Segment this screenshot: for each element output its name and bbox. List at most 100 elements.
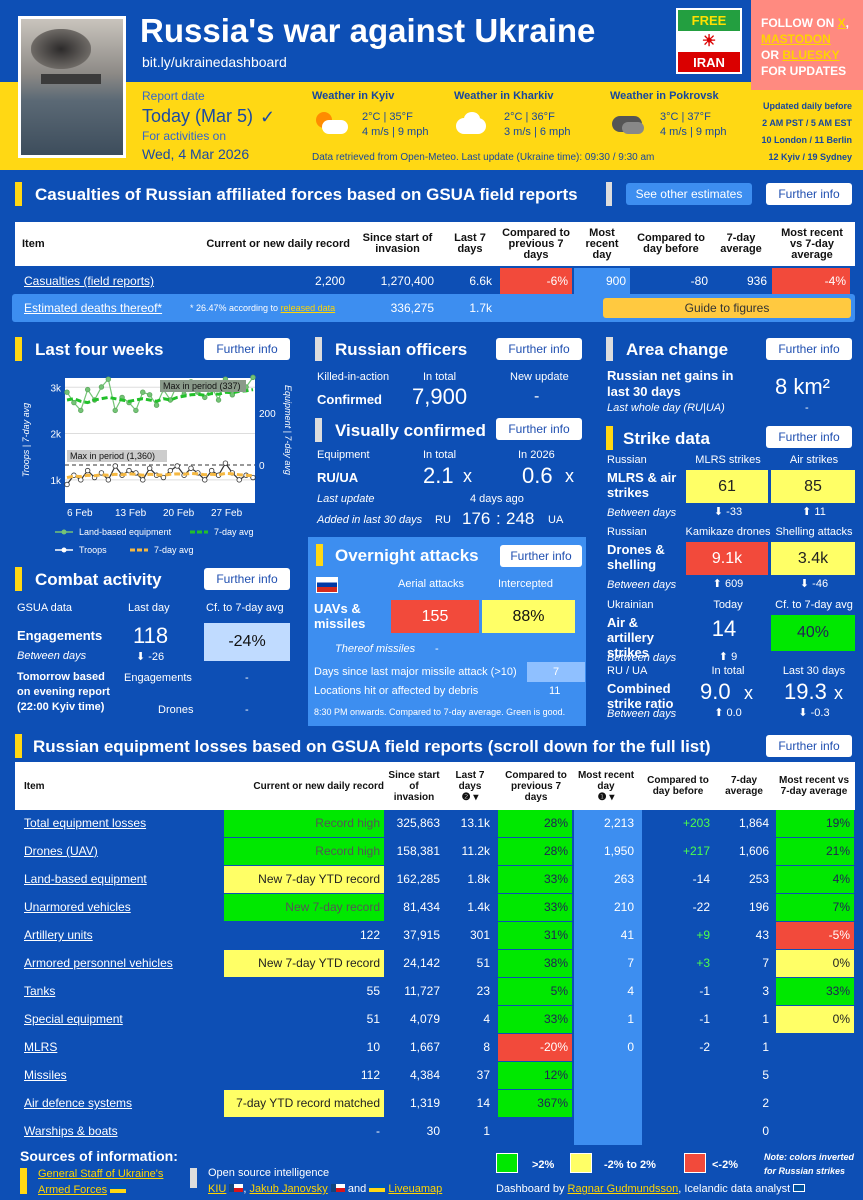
- overnight-footnote: 8:30 PM onwards. Compared to 7-day avera…: [314, 707, 566, 717]
- casualties-info-button[interactable]: Further info: [766, 183, 852, 205]
- equipment-item-link[interactable]: Warships & boats: [24, 1124, 118, 1138]
- equipment-item-link[interactable]: Land-based equipment: [24, 872, 147, 886]
- czech-flag-icon: [229, 1184, 244, 1192]
- equipment-item-link[interactable]: Artillery units: [24, 928, 93, 942]
- engagements-label: Engagements: [17, 628, 103, 643]
- y-tick-left: 2k: [50, 430, 62, 441]
- header-photo: [18, 16, 126, 158]
- follow-box: FOLLOW ON X, MASTODON OR BLUESKY FOR UPD…: [751, 0, 863, 90]
- strike-col1: Today: [713, 599, 743, 611]
- equipment-item-link[interactable]: Air defence systems: [24, 1096, 133, 1110]
- dashboard-link[interactable]: bit.ly/ukrainedashboard: [142, 54, 287, 70]
- guide-button[interactable]: Guide to figures: [603, 298, 851, 318]
- series-line: [66, 471, 254, 480]
- visual-info-button[interactable]: Further info: [496, 418, 582, 440]
- last7-cell: 8: [483, 1040, 490, 1054]
- equipment-item-link[interactable]: Unarmored vehicles: [24, 900, 131, 914]
- mastodon-link[interactable]: MASTODON: [761, 32, 831, 46]
- data-point: [215, 397, 222, 403]
- recent-cell: [574, 1118, 634, 1145]
- russia-flag-icon: [316, 577, 338, 593]
- y-axis-label-right: Equipment | 7-day avg: [283, 385, 293, 475]
- separator: :: [496, 509, 501, 528]
- data-point: [146, 465, 153, 471]
- equipment-item-link[interactable]: Total equipment losses: [24, 816, 147, 830]
- ru-value: 176: [462, 509, 491, 528]
- section-marker-grey: [190, 1168, 197, 1188]
- strike-value-1: 14: [711, 616, 737, 641]
- weather-title: Weather in Kharkiv: [454, 90, 554, 102]
- column-header: Since start of invasion: [362, 232, 433, 255]
- jakub-janovsky-link[interactable]: Jakub Janovsky: [249, 1183, 328, 1195]
- released-data-link[interactable]: released data: [280, 303, 336, 313]
- equipment-item-link[interactable]: Missiles: [24, 1068, 67, 1082]
- strike-label: Drones & shelling: [607, 542, 665, 572]
- casualties-link[interactable]: Casualties (field reports): [24, 274, 155, 288]
- x-link[interactable]: X: [837, 16, 846, 30]
- annotation: Max in period (1,360): [70, 451, 155, 461]
- report-date-label: Report date: [142, 89, 205, 103]
- weather-wind: 4 m/s | 9 mph: [362, 126, 429, 138]
- kiu-link[interactable]: KIU: [208, 1183, 227, 1195]
- record-cell: 51: [366, 1012, 380, 1026]
- column-header-text: Compared to day before: [647, 775, 709, 797]
- general-staff-link[interactable]: General Staff of Ukraine's: [38, 1168, 164, 1180]
- officers-info-button[interactable]: Further info: [496, 338, 582, 360]
- drones-label: Drones: [158, 704, 194, 716]
- equipment-label: Equipment: [317, 449, 370, 461]
- cmp7-cell: 28%: [498, 810, 572, 837]
- report-date-value: Today (Mar 5): [142, 106, 254, 126]
- section-marker: [15, 734, 22, 758]
- intercepted-value: 88%: [482, 600, 575, 633]
- update-line: 2 AM PST / 5 AM EST: [762, 118, 852, 128]
- equipment-item-link[interactable]: Special equipment: [24, 1012, 123, 1026]
- strike-title: Strike data: [623, 429, 710, 448]
- liveuamap-link[interactable]: Liveuamap: [388, 1183, 443, 1195]
- avg-cell: 2: [762, 1096, 769, 1110]
- recent-cell: 210: [613, 900, 634, 914]
- equipment-item-link[interactable]: Tanks: [24, 984, 56, 998]
- weather-wind: 3 m/s | 6 mph: [504, 126, 571, 138]
- since-cell: 1,319: [409, 1096, 440, 1110]
- ukraine-flag-icon: [110, 1185, 127, 1193]
- equipment-item-link[interactable]: Drones (UAV): [24, 844, 98, 858]
- casualties-title: Casualties of Russian affiliated forces …: [35, 185, 578, 204]
- x-mark: x: [744, 683, 753, 703]
- equipment-item-link[interactable]: Armored personnel vehicles: [24, 956, 173, 970]
- x-tick: 20 Feb: [163, 508, 195, 519]
- check-icon: ✓: [260, 107, 276, 127]
- author-link[interactable]: Ragnar Gudmundsson: [567, 1183, 679, 1195]
- section-marker: [315, 418, 322, 442]
- between-days-value-2: ⬆ 11: [802, 506, 826, 518]
- see-other-estimates-button[interactable]: See other estimates: [626, 183, 752, 205]
- avg-cell: 1: [762, 1012, 769, 1026]
- deaths-link[interactable]: Estimated deaths thereof*: [24, 301, 163, 315]
- equipment-item-link[interactable]: MLRS: [24, 1040, 58, 1054]
- avg-cell: 43: [755, 928, 769, 942]
- between-days-value-2: ⬇ -46: [799, 578, 829, 590]
- combat-info-button[interactable]: Further info: [204, 568, 290, 590]
- sort-icon[interactable]: ❶ ▾: [597, 791, 615, 803]
- column-header-text: 7-day average: [725, 775, 763, 797]
- strike-value-1: 9.1k: [686, 542, 768, 575]
- sort-icon[interactable]: ❷ ▾: [461, 791, 479, 803]
- cmp7-cell: 33%: [498, 866, 572, 893]
- equipment-info-button[interactable]: Further info: [766, 735, 852, 757]
- strike-info-button[interactable]: Further info: [766, 426, 852, 448]
- armed-forces-link[interactable]: Armed Forces: [38, 1184, 108, 1196]
- area-info-button[interactable]: Further info: [766, 338, 852, 360]
- recent-cell: [574, 1062, 634, 1089]
- four-weeks-info-button[interactable]: Further info: [204, 338, 290, 360]
- weather-temp: 2°C | 35°F: [362, 111, 413, 123]
- overnight-info-button[interactable]: Further info: [500, 545, 582, 567]
- vsavg-cell: 0%: [776, 950, 854, 977]
- bluesky-link[interactable]: BLUESKY: [782, 48, 840, 62]
- data-point: [250, 474, 256, 481]
- since-cell: 325,863: [396, 816, 440, 830]
- gsua-label: GSUA data: [17, 602, 73, 614]
- record-cell: 112: [360, 1068, 380, 1082]
- data-point: [98, 384, 105, 390]
- legend-yellow-label: -2% to 2%: [604, 1159, 656, 1171]
- strike-who: RU / UA: [607, 665, 648, 677]
- column-header: Compared to day before: [637, 232, 705, 255]
